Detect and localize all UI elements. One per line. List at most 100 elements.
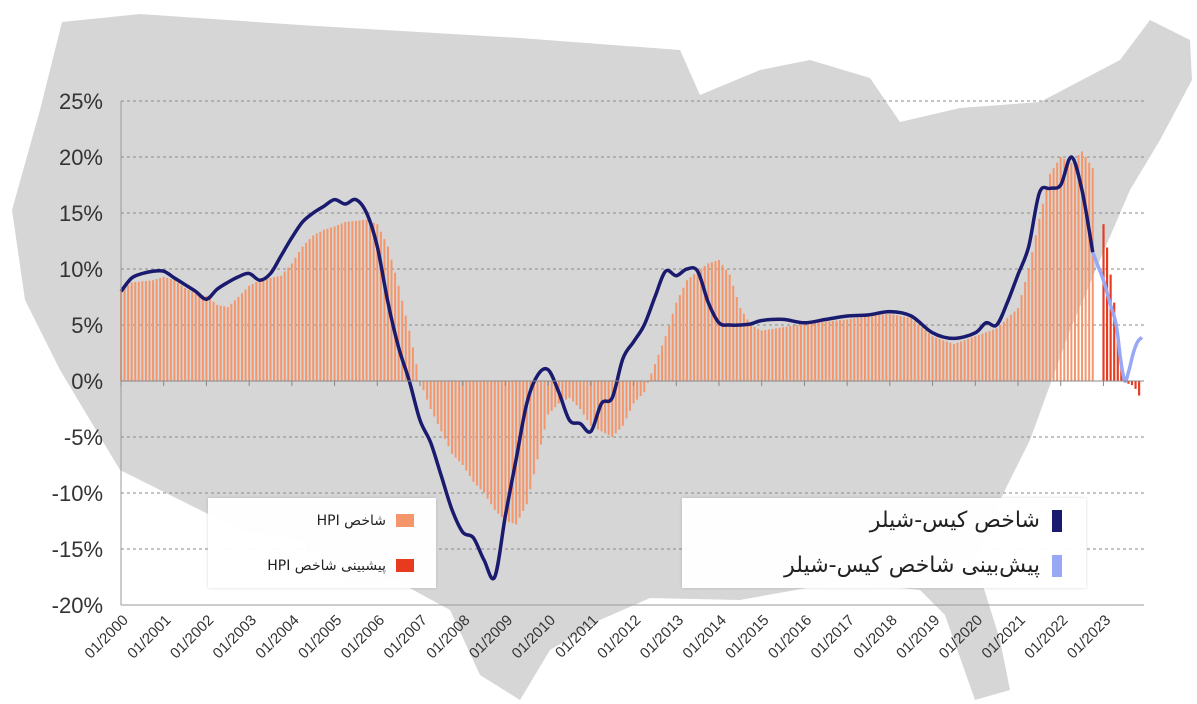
x-tick-label: 01/2007 [380,612,430,662]
hpi-bar [212,301,215,381]
hpi-bar [376,224,379,381]
hpi-bar [547,381,550,415]
hpi-bar [152,280,155,381]
hpi-bar [767,329,770,381]
x-tick-label: 01/2013 [637,612,687,662]
hpi-forecast-bar [1130,381,1134,386]
hpi-bar [892,314,895,381]
hpi-bar [878,314,881,381]
hpi-bar [963,340,966,381]
legend-item-case-shiller-forecast: پیش‌بینی شاخص کیس-شیلر [706,543,1062,588]
hpi-bar [265,278,268,381]
hpi-forecast-bar [1106,247,1109,381]
hpi-bar [443,381,446,439]
hpi-bar [742,313,745,381]
hpi-bar [668,325,671,381]
hpi-bar [180,285,183,381]
hpi-bar [646,381,649,383]
hpi-bar [554,381,557,408]
hpi-bar [422,381,425,391]
hpi-bar [532,381,535,475]
hpi-bar [205,295,208,381]
hpi-bar [1070,162,1073,381]
hpi-bar [354,220,357,381]
hpi-bar [753,326,756,381]
hpi-bar [411,347,414,381]
hpi-bar [842,319,845,381]
hpi-bar [1027,269,1030,381]
hpi-bar [148,280,151,381]
hpi-bar [486,381,489,499]
x-tick-label: 01/2012 [594,612,644,662]
hpi-bar [774,328,777,381]
hpi-bar [408,330,411,381]
x-tick-label: 01/2014 [679,612,729,662]
hpi-bar [1024,282,1027,381]
hpi-bar [721,264,724,381]
hpi-bar [974,336,977,381]
hpi-bar [639,381,642,396]
hpi-bar [960,341,963,381]
hpi-bar [821,322,824,381]
hpi-bar [796,325,799,381]
hpi-bar [760,330,763,381]
hpi-bar [397,285,400,381]
hpi-bar [895,315,898,381]
hpi-bar [863,316,866,381]
legend-case-shiller-label: شاخص کیس-شیلر [869,508,1040,533]
hpi-bar [970,337,973,381]
hpi-bar [903,316,906,381]
hpi-bar [1017,308,1019,381]
y-tick-label: 15% [59,201,103,226]
hpi-bar [294,257,297,381]
hpi-bar [280,275,283,381]
hpi-forecast-bar [1102,224,1105,381]
hpi-bar [308,239,311,381]
y-tick-label: -15% [52,537,103,562]
hpi-bar [297,252,300,381]
hpi-bar [596,381,599,430]
hpi-bar [888,313,891,381]
hpi-bar [1081,151,1084,381]
x-tick-label: 01/2003 [210,612,260,662]
x-tick-label: 01/2022 [1021,612,1071,662]
hpi-bar [611,381,614,437]
hpi-bar [144,280,147,381]
y-tick-label: 5% [71,313,103,338]
hpi-bar [938,338,941,381]
hpi-bar [952,344,955,381]
hpi-forecast-bar [1138,381,1141,396]
hpi-bar [846,319,849,381]
case-shiller-lines [119,155,1144,581]
hpi-bar [735,297,738,381]
hpi-bar [522,381,525,511]
x-tick-label: 01/2002 [167,612,217,662]
case-shiller-forecast-swatch [1052,554,1062,577]
hpi-bar [1002,321,1005,381]
hpi-bar [137,281,140,381]
hpi-bar [169,279,172,381]
hpi-bar [621,381,624,426]
hpi-bar [287,267,290,381]
hpi-bar [312,235,315,381]
hpi-bar [992,329,995,381]
hpi-bar [650,373,653,381]
hpi-bar [856,317,859,381]
hpi-bar [561,381,564,402]
legend-case-shiller-forecast-label: پیش‌بینی شاخص کیس-شیلر [784,553,1040,578]
hpi-bar [589,381,592,426]
hpi-bar [942,340,945,381]
hpi-bar [198,294,201,381]
hpi-bar [1031,252,1034,381]
hpi-bar [305,242,308,381]
hpi-bar [1038,218,1041,381]
legend-item-hpi: شاخص HPI [230,498,414,543]
hpi-bar [433,381,436,417]
hpi-bar [166,277,169,381]
hpi-bar [141,281,144,381]
hpi-bar [209,298,211,381]
hpi-bar [500,381,503,518]
hpi-bar [881,314,884,381]
hpi-bar [134,282,137,381]
hpi-bar [750,325,753,381]
